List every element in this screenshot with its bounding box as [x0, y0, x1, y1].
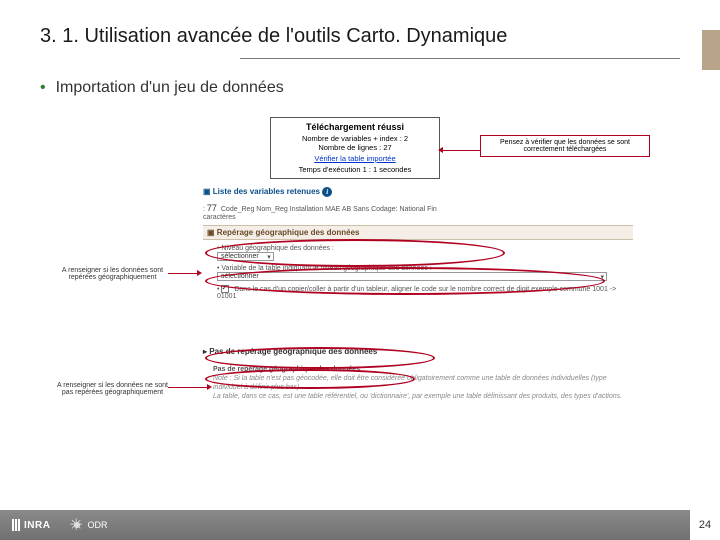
collapse-icon[interactable]: ▣ [207, 228, 215, 237]
var-note: caractères [203, 214, 437, 221]
arrow-left-1 [168, 273, 198, 274]
arrow-reminder [442, 150, 480, 151]
logo-inra: INRA [12, 519, 50, 531]
annotation-left-2: A renseigner si les données ne sont pas … [55, 382, 170, 396]
info-icon[interactable]: i [322, 187, 332, 197]
var-columns: Code_Reg Nom_Reg Installation MAE AB San… [221, 206, 437, 213]
logo-odr-icon [70, 518, 84, 532]
verify-table-link[interactable]: Vérifier la table importée [277, 154, 433, 163]
reminder-annotation: Pensez à vérifier que les données se son… [480, 135, 650, 157]
highlight-ellipse-3 [205, 347, 435, 369]
geo-header-text: Repérage géographique des données [217, 228, 360, 237]
geo-section-header[interactable]: ▣ Repérage géographique des données [203, 225, 633, 240]
highlight-ellipse-1 [205, 239, 505, 267]
footer-bar: INRA ODR [0, 510, 720, 540]
annotation-left-1: A renseigner si les données sont repérée… [55, 267, 170, 281]
bullet-text: Importation d'un jeu de données [56, 79, 284, 97]
highlight-ellipse-2 [205, 267, 605, 295]
screenshot-content: Téléchargement réussi Nombre de variable… [50, 117, 670, 457]
bullet-row: • Importation d'un jeu de données [40, 79, 680, 97]
upload-time: Temps d'exécution 1 : 1 secondes [277, 165, 433, 174]
variables-header: ▣ Liste des variables retenues i [203, 187, 332, 197]
page-number: 24 [690, 510, 720, 540]
logo-inra-icon [12, 519, 20, 531]
upload-success-box: Téléchargement réussi Nombre de variable… [270, 117, 440, 179]
var-count: 77 [207, 203, 217, 213]
var-index-label: : [203, 206, 205, 213]
highlight-ellipse-4 [205, 369, 415, 389]
side-stripe-decoration [702, 30, 720, 70]
arrow-left-2 [168, 387, 208, 388]
logo-odr: ODR [70, 518, 107, 532]
upload-title: Téléchargement réussi [277, 122, 433, 132]
logo-odr-text: ODR [87, 520, 107, 530]
title-underline [240, 58, 680, 59]
slide: 3. 1. Utilisation avancée de l'outils Ca… [0, 0, 720, 540]
variables-header-text: Liste des variables retenues [213, 187, 320, 196]
collapse-icon[interactable]: ▣ [203, 187, 211, 196]
slide-title: 3. 1. Utilisation avancée de l'outils Ca… [40, 25, 680, 48]
logo-inra-text: INRA [24, 520, 50, 531]
bullet-marker: • [40, 79, 46, 97]
upload-stats: Nombre de variables + index : 2 Nombre d… [277, 134, 433, 152]
variables-row: : 77 Code_Reg Nom_Reg Installation MAE A… [203, 203, 437, 221]
